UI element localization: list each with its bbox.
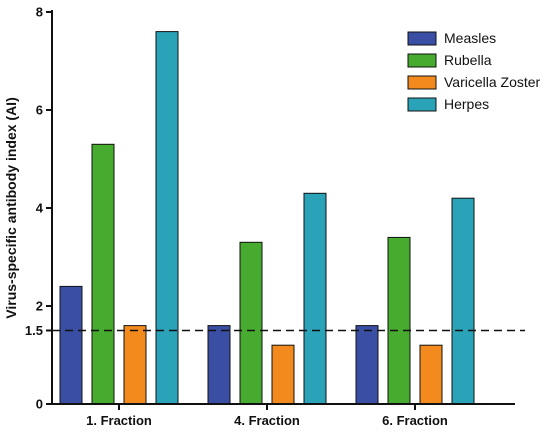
legend-swatch-varicella-zoster	[407, 75, 437, 90]
bar-measles-1	[59, 285, 83, 405]
bars-group	[59, 31, 475, 405]
legend-swatch-rubella	[407, 53, 437, 68]
y-tick-label: 8	[36, 5, 43, 20]
legend-label-measles: Measles	[444, 30, 496, 46]
legend-label-varicella-zoster: Varicella Zoster	[444, 74, 541, 90]
legend-label-rubella: Rubella	[444, 52, 492, 68]
legend-label-herpes: Herpes	[444, 96, 489, 112]
x-tick-label: 6. Fraction	[382, 413, 448, 428]
y-tick-label: 4	[36, 201, 44, 216]
x-tick-label: 1. Fraction	[86, 413, 152, 428]
bar-varicella-zoster-1	[123, 325, 147, 405]
x-labels-group: 1. Fraction 4. Fraction 6. Fraction	[86, 404, 448, 428]
legend: Measles Rubella Varicella Zoster Herpes	[407, 30, 541, 112]
bar-varicella-zoster-3	[419, 344, 443, 405]
bar-varicella-zoster-2	[271, 344, 295, 405]
bar-herpes-1	[155, 31, 179, 405]
y-tick-label: 2	[36, 299, 43, 314]
bar-rubella-3	[387, 236, 411, 405]
bar-herpes-2	[303, 192, 327, 405]
y-tick-label: 6	[36, 103, 43, 118]
bar-herpes-3	[451, 197, 475, 405]
x-tick-label: 4. Fraction	[234, 413, 300, 428]
bar-measles-2	[207, 325, 231, 405]
bar-rubella-1	[91, 143, 115, 405]
y-ticks-group: 0 1.5 2 4 6 8	[25, 5, 52, 412]
legend-swatch-measles	[407, 31, 437, 46]
bar-rubella-2	[239, 241, 263, 405]
y-axis-title: Virus-specific antibody index (AI)	[3, 97, 19, 318]
bar-measles-3	[355, 325, 379, 405]
legend-swatch-herpes	[407, 97, 437, 112]
y-tick-label: 1.5	[25, 323, 43, 338]
y-tick-label: 0	[36, 397, 43, 412]
